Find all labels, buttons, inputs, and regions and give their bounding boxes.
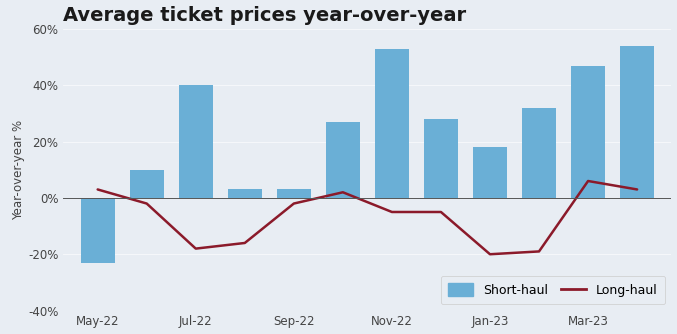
Bar: [277, 189, 311, 198]
Bar: [129, 170, 164, 198]
Bar: [179, 85, 213, 198]
Bar: [326, 122, 360, 198]
Bar: [375, 49, 409, 198]
Y-axis label: Year-over-year %: Year-over-year %: [12, 120, 25, 220]
Legend: Short-haul, Long-haul: Short-haul, Long-haul: [441, 276, 665, 304]
Bar: [227, 189, 262, 198]
Bar: [424, 119, 458, 198]
Text: Average ticket prices year-over-year: Average ticket prices year-over-year: [64, 6, 466, 25]
Bar: [81, 198, 115, 263]
Bar: [473, 147, 507, 198]
Bar: [571, 65, 605, 198]
Bar: [620, 46, 654, 198]
Bar: [522, 108, 556, 198]
